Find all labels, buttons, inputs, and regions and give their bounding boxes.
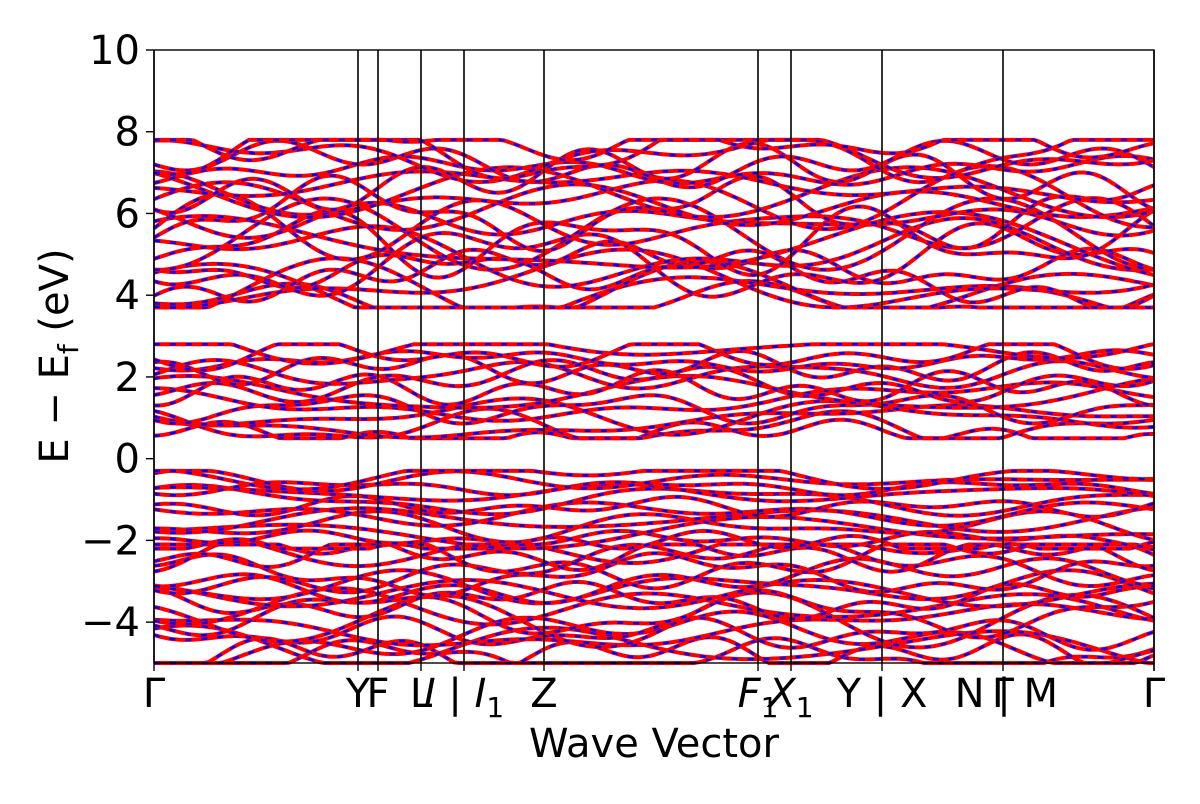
band-line-blue <box>153 589 1155 639</box>
band-line-red <box>154 368 1155 408</box>
band-line-blue <box>153 543 1155 595</box>
band-line-blue <box>153 624 1154 665</box>
y-tick-label: 6 <box>115 191 140 237</box>
band-line-blue <box>154 138 1155 162</box>
band-line-red <box>154 342 1155 366</box>
band-line-blue <box>153 407 1155 440</box>
band-line-blue <box>153 358 1155 404</box>
band-line-blue <box>153 240 1155 309</box>
band-lines <box>152 137 1156 665</box>
x-tick-label: I | I1 <box>424 671 504 724</box>
x-tick-label: Z <box>530 671 557 717</box>
band-line-blue <box>153 543 1155 590</box>
axes-frame <box>153 49 1155 664</box>
x-tick-label: Y <box>345 671 371 717</box>
band-line-red <box>154 528 1155 551</box>
band-line-blue <box>153 557 1155 605</box>
x-tick-label: N | M <box>955 671 1058 717</box>
band-line-blue <box>153 342 1155 372</box>
y-tick-label: 8 <box>115 110 140 156</box>
y-axis-label-sub: f <box>52 343 85 354</box>
band-line-blue <box>153 591 1155 649</box>
band-line-red <box>153 500 1155 528</box>
y-tick-label: 0 <box>115 437 140 483</box>
band-line-blue <box>153 247 1155 291</box>
band-line-red <box>154 632 1155 665</box>
x-tick-label: F1 <box>738 671 779 724</box>
band-line-red <box>153 168 1155 205</box>
y-tick-label: −2 <box>81 518 140 564</box>
x-tick-label: X1 <box>766 671 813 724</box>
band-line-red <box>153 396 1155 437</box>
y-axis-label-main: E − E <box>32 354 78 464</box>
band-line-red <box>153 210 1155 277</box>
y-tick-label: −4 <box>81 600 140 646</box>
band-line-red <box>153 196 1155 272</box>
band-line-blue <box>153 551 1155 597</box>
y-axis-label-unit: (eV) <box>32 248 78 344</box>
y-axis-label: E − Ef (eV) <box>32 248 85 463</box>
band-line-blue <box>153 248 1155 309</box>
band-line-blue <box>153 205 1155 279</box>
y-tick-label: 4 <box>115 273 140 319</box>
band-line-red <box>154 468 1155 492</box>
y-axis-ticks: −4 −2 0 2 4 6 8 10 <box>81 28 154 646</box>
band-line-blue <box>153 587 1155 626</box>
band-line-blue <box>153 201 1155 240</box>
x-tick-label: Γ <box>143 671 166 717</box>
band-line-blue <box>153 580 1155 621</box>
y-tick-label: 2 <box>115 355 140 401</box>
band-line-blue <box>153 138 1155 184</box>
band-line-blue <box>153 192 1155 261</box>
band-line-blue <box>153 279 1155 309</box>
x-tick-label: Γ <box>992 671 1015 717</box>
band-line-blue <box>153 222 1155 298</box>
band-line-red <box>153 480 1155 498</box>
band-line-blue <box>153 418 1154 440</box>
band-line-blue <box>153 166 1155 219</box>
x-tick-label: Y | X <box>836 671 928 717</box>
x-tick-label: F <box>366 671 389 717</box>
band-line-blue <box>153 262 1154 309</box>
band-line-red <box>154 542 1155 569</box>
band-line-red <box>153 380 1155 423</box>
band-line-red <box>153 514 1154 551</box>
band-line-blue <box>153 615 1155 652</box>
band-line-red <box>153 138 1155 190</box>
band-line-blue <box>153 216 1155 289</box>
band-line-red <box>153 468 1155 494</box>
x-axis-label: Wave Vector <box>529 721 780 767</box>
band-line-red <box>153 578 1155 611</box>
band-line-red <box>153 393 1155 426</box>
band-line-red <box>153 483 1154 518</box>
band-line-blue <box>154 610 1155 665</box>
x-tick-label: Γ <box>1143 671 1166 717</box>
band-line-blue <box>153 349 1155 386</box>
y-tick-label: 10 <box>89 28 140 74</box>
x-tick-label: L <box>410 671 433 717</box>
band-line-blue <box>153 358 1155 390</box>
